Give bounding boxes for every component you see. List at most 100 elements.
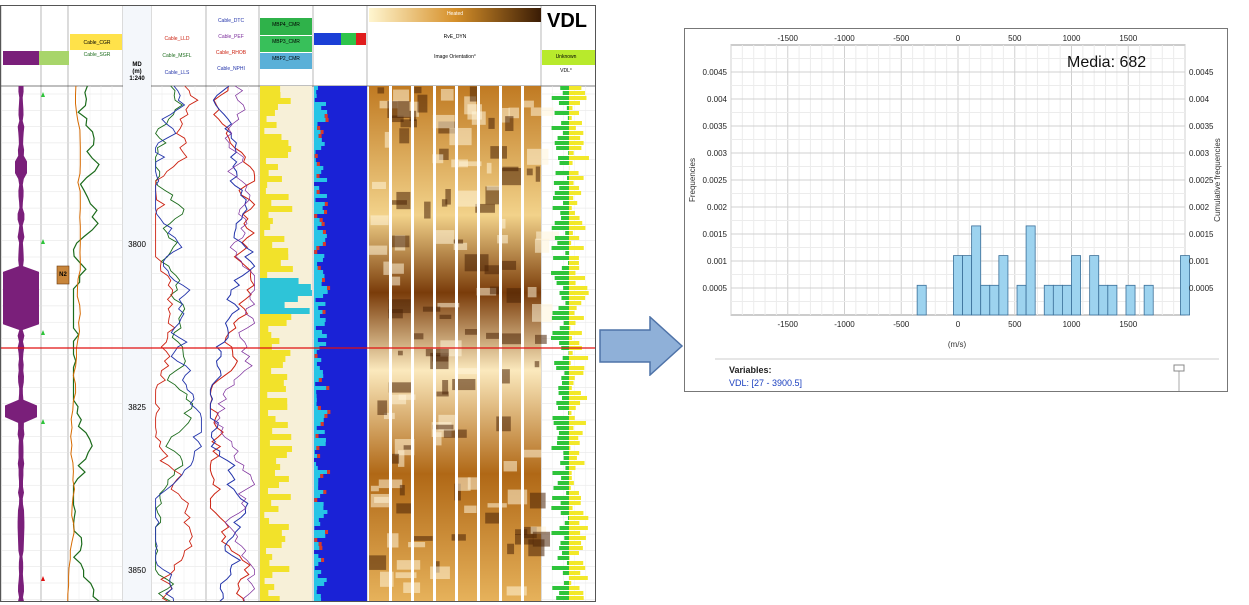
log-curve: [155, 85, 194, 601]
nmr-fill: [260, 104, 278, 110]
image-patch: [529, 492, 546, 509]
vdl-fill-yellow: [569, 156, 589, 160]
image-patch: [442, 380, 449, 395]
image-patch: [414, 86, 422, 94]
hdr-mbp2: MBP2_CMR: [272, 56, 300, 62]
spectral-fill: [314, 302, 326, 306]
zone-label: N2: [59, 272, 67, 278]
image-gap: [477, 86, 480, 601]
hdr-img-orient: Image Orientation°: [434, 54, 476, 60]
vdl-fill-green: [552, 416, 569, 420]
histogram-bar: [1089, 255, 1100, 316]
vdl-fill-green: [551, 246, 569, 250]
nmr-fill: [260, 584, 275, 590]
vdl-fill-green: [566, 491, 569, 495]
vdl-fill-yellow: [569, 306, 577, 310]
image-patch: [536, 231, 560, 240]
vdl-fill-green: [561, 376, 569, 380]
spectral-fill: [314, 462, 317, 466]
nmr-fill: [260, 524, 289, 530]
hdr-color-scale: [369, 8, 541, 22]
spectral-fill: [314, 326, 316, 330]
x-tick-label-top: -500: [893, 34, 910, 43]
image-patch: [507, 543, 515, 555]
histogram-panel: -1500 -1000 -500 0 500 1000 1500 -1500 -1000 -50…: [684, 28, 1228, 392]
y-tick-label-left: 0.001: [707, 257, 728, 266]
image-patch: [490, 146, 507, 159]
spectral-fill: [314, 438, 326, 442]
log-curve: [209, 85, 256, 601]
hdr-dtc: Cable_DTC: [218, 18, 245, 24]
nmr-fill: [260, 512, 265, 518]
hdr-unknown-box: [542, 50, 595, 65]
spectral-fill: [314, 546, 320, 550]
spectral-fill: [314, 430, 325, 434]
nmr-fill: [260, 194, 289, 200]
nmr-fill: [260, 296, 298, 302]
vdl-fill-green: [559, 591, 569, 595]
image-patch: [453, 239, 464, 244]
vdl-fill-yellow: [569, 221, 583, 225]
spectral-fill: [314, 514, 324, 518]
histogram-bar: [953, 255, 963, 316]
log-curve: [209, 85, 256, 601]
spectral-fill: [314, 166, 324, 170]
vdl-fill-green: [558, 306, 569, 310]
nmr-fill: [260, 206, 293, 212]
spectral-fill: [314, 506, 324, 510]
y-tick-label-right: 0.003: [1189, 149, 1210, 158]
vdl-fill-green: [551, 531, 569, 535]
vdl-fill-green: [563, 286, 569, 290]
vdl-fill-yellow: [569, 531, 581, 535]
vdl-fill-green: [554, 141, 569, 145]
histogram-bar: [1143, 284, 1154, 316]
image-patch: [389, 394, 407, 405]
nmr-fill: [260, 476, 289, 482]
nmr-fill: [260, 572, 273, 578]
vdl-fill-yellow: [569, 591, 584, 595]
y-tick-label-left: 0.004: [707, 95, 728, 104]
vdl-fill-yellow: [569, 491, 579, 495]
y-tick-label-right: 0.002: [1189, 203, 1210, 212]
image-patch: [515, 534, 534, 545]
depth-tick-3800: 3800: [128, 240, 146, 249]
spectral-fill: [314, 418, 324, 422]
image-patch: [388, 382, 412, 393]
nmr-fill: [260, 92, 281, 98]
vdl-fill-yellow: [569, 406, 576, 410]
vdl-fill-green: [551, 506, 569, 510]
image-patch: [505, 116, 514, 132]
vdl-fill-yellow: [569, 496, 581, 500]
y-tick-label-left: 0.0025: [703, 176, 728, 185]
nmr-fill: [260, 86, 281, 92]
spectral-fill: [314, 202, 325, 206]
spectral-fill: [314, 390, 317, 394]
variables-value[interactable]: VDL: [27 - 3900.5]: [729, 378, 803, 388]
spectral-fill: [314, 590, 317, 594]
spectral-fill: [314, 366, 320, 370]
nmr-fill: [260, 536, 286, 542]
vdl-fill-green: [555, 171, 569, 175]
nmr-fill: [260, 368, 272, 374]
image-patch: [497, 234, 508, 244]
spectral-fill: [324, 114, 328, 118]
image-gap: [521, 86, 524, 601]
hdr-lls: Cable_LLS: [165, 70, 190, 76]
spectral-fill: [327, 410, 331, 414]
vdl-fill-yellow: [569, 486, 571, 490]
spectral-fill: [318, 378, 322, 382]
nmr-fill: [260, 302, 285, 308]
image-patch: [424, 201, 431, 219]
spectral-fill: [319, 546, 323, 550]
x-ticks-top: -1500 -1000 -500 0 500 1000 1500: [778, 34, 1138, 43]
nmr-fill: [260, 560, 270, 566]
vdl-fill-green: [559, 326, 569, 330]
vdl-fill-green: [568, 151, 569, 155]
spectral-fill: [314, 266, 318, 270]
vdl-fill-green: [554, 236, 569, 240]
vdl-fill-green: [560, 501, 569, 505]
image-patch: [496, 416, 511, 432]
x-tick-label-top: 500: [1008, 34, 1022, 43]
variables-slider[interactable]: [1173, 364, 1185, 391]
vdl-fill-yellow: [569, 236, 580, 240]
